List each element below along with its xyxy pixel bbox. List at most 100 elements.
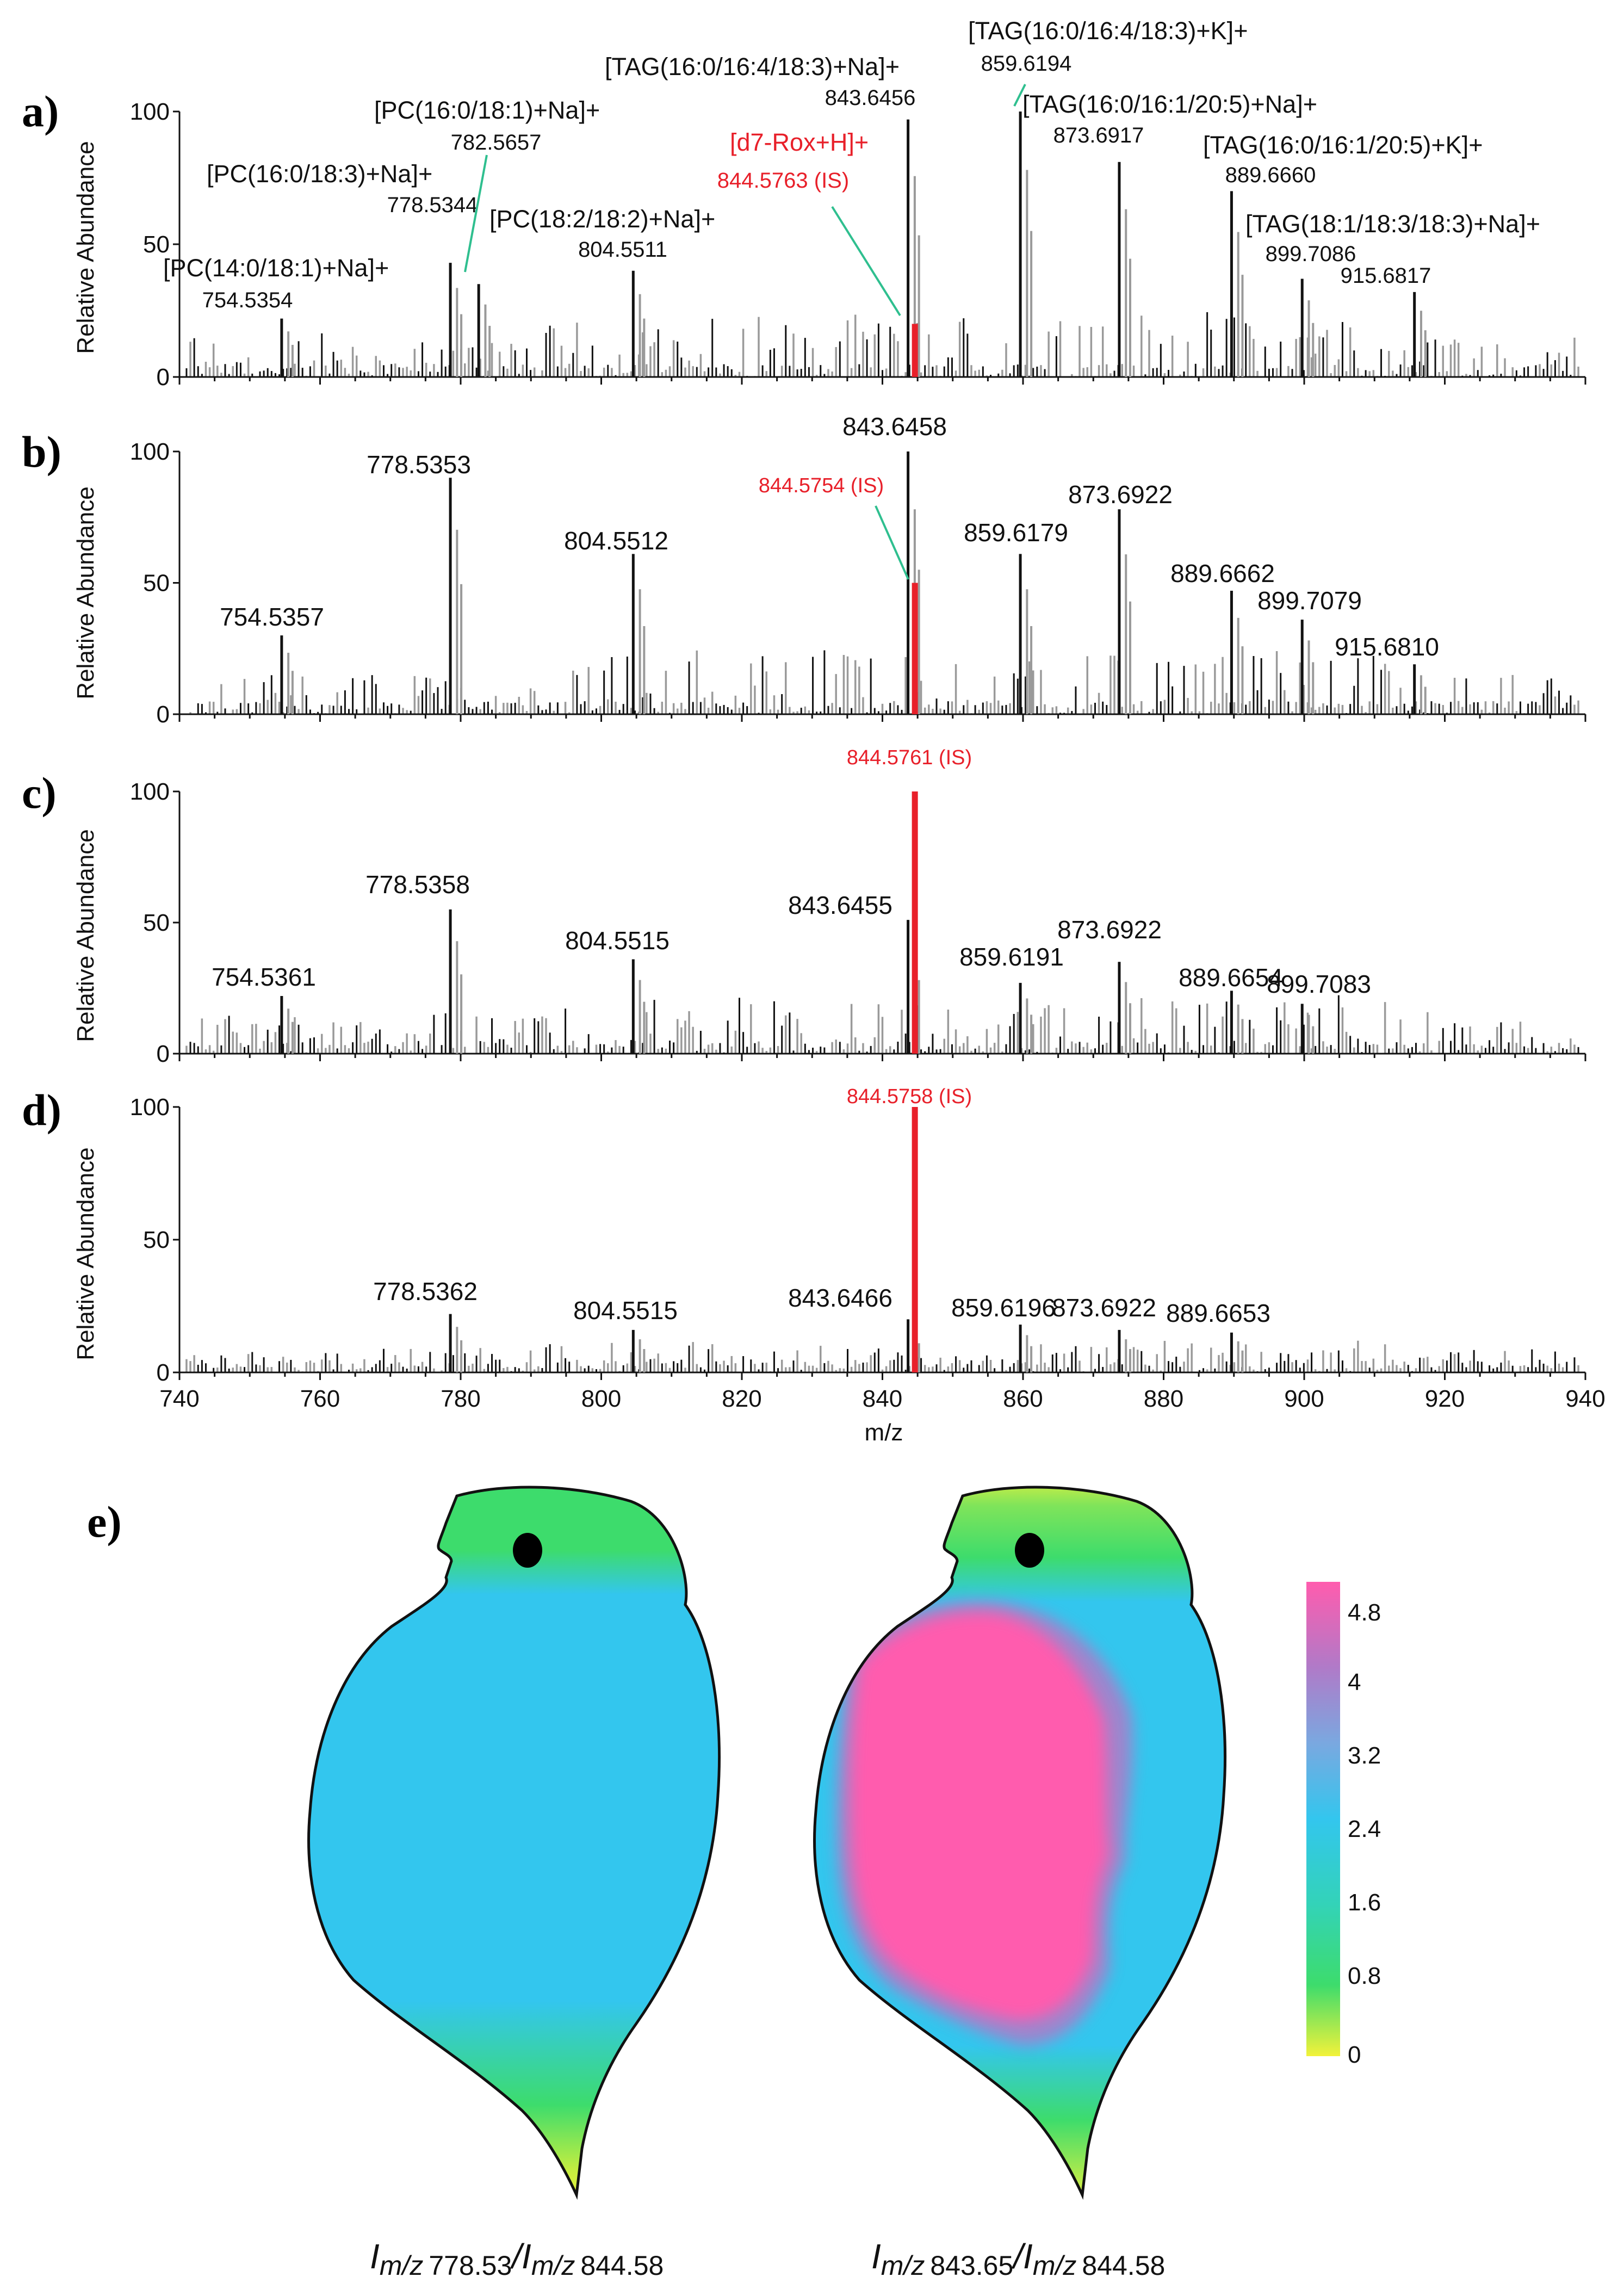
is-peak-label: 844.5761 (IS) (847, 746, 972, 769)
leader-line-782 (464, 154, 488, 273)
colorbar-tick-label: 1.6 (1348, 1889, 1381, 1916)
x-tick-label: 920 (1425, 1385, 1465, 1412)
colorbar-tick-label: 2.4 (1348, 1816, 1381, 1842)
peak-label: 915.6817 (1341, 264, 1431, 288)
peak-label: 754.5357 (220, 603, 324, 631)
annotation-754: [PC(14:0/18:1)+Na]+ (163, 254, 389, 282)
panel-label-b: b) (22, 427, 61, 477)
panel-label-c: c) (22, 768, 57, 818)
x-tick-label: 760 (300, 1385, 340, 1412)
x-tick-label: 840 (863, 1385, 902, 1412)
y-tick-label: 100 (130, 1094, 170, 1121)
peak-label: 889.6654 (1179, 963, 1283, 992)
peak-label: 873.6922 (1052, 1294, 1156, 1322)
leader-line-859 (1013, 84, 1026, 107)
peak-label: 889.6662 (1170, 559, 1275, 587)
panel-label-e: e) (87, 1497, 122, 1546)
caption-left-I1: I (370, 2237, 380, 2276)
peak-label: 889.6653 (1166, 1299, 1270, 1327)
peak-label: 873.6922 (1068, 480, 1173, 509)
y-tick-label: 0 (157, 1359, 170, 1386)
heatmap-outline-left (307, 1486, 721, 2200)
annotation-873: [TAG(16:0/16:1/20:5)+Na]+ (1022, 90, 1317, 118)
leader-line-is-b (875, 505, 909, 580)
caption-right-num: 843.65 (930, 2250, 1013, 2281)
x-tick-label: 940 (1565, 1385, 1605, 1412)
peak-label: 804.5515 (565, 926, 670, 955)
peak-label: 804.5512 (564, 527, 668, 555)
annotation-859: [TAG(16:0/16:4/18:3)+K]+ (968, 17, 1248, 45)
x-tick-label: 860 (1003, 1385, 1043, 1412)
panel-label-d: d) (22, 1085, 61, 1135)
peak-label: 843.6458 (842, 412, 947, 441)
colorbar-tick-label: 0 (1348, 2041, 1361, 2068)
caption-left-sub1: m/z (380, 2250, 424, 2281)
x-tick-label: 880 (1144, 1385, 1183, 1412)
y-tick-label: 50 (143, 1227, 170, 1253)
peak-label: 782.5657 (451, 131, 542, 154)
leader-line-is-a (831, 206, 901, 317)
annotation-804: [PC(18:2/18:2)+Na]+ (489, 205, 715, 233)
is-peak (912, 791, 918, 1054)
panel-label-a: a) (22, 86, 59, 136)
x-axis-label: m/z (865, 1419, 903, 1446)
peak-label: 899.7086 (1266, 242, 1356, 266)
ylabel-d: Relative Abundance (72, 1147, 99, 1360)
heatmap-panel-e: 4.843.22.41.60.80 Im/z 778.53/Im/z 844.58 … (307, 1486, 1381, 2281)
x-tick-label: 740 (159, 1385, 199, 1412)
spectrum-background-peaks (185, 995, 1579, 1054)
x-tick-label: 780 (441, 1385, 480, 1412)
is-peak-label: 844.5763 (IS) (717, 169, 849, 193)
is-peak (912, 324, 918, 377)
colorbar-tick-label: 3.2 (1348, 1742, 1381, 1769)
peak-label: 778.5353 (367, 450, 471, 479)
ylabel-c: Relative Abundance (72, 829, 99, 1042)
peak-label: 754.5354 (202, 288, 293, 312)
y-tick-label: 50 (143, 231, 170, 258)
ylabel-a: Relative Abundance (72, 141, 99, 354)
spectrum-panel-2: 0 50 100 754.5357 778.5353 804.5512 843.6458 85… (130, 412, 1586, 728)
is-peak-label: 844.5758 (IS) (847, 1085, 972, 1108)
spectra-group: 0 50 100 754.5354 778.5344 782.5657 804.5511 84… (130, 52, 1606, 1412)
peak-label: 899.7083 (1267, 970, 1371, 998)
ylabel-b: Relative Abundance (72, 486, 99, 699)
annotation-778: [PC(16:0/18:3)+Na]+ (207, 160, 432, 188)
peak-label: 778.5362 (373, 1277, 478, 1306)
y-tick-label: 0 (157, 364, 170, 391)
y-tick-label: 0 (157, 701, 170, 728)
peak-label: 859.6194 (981, 52, 1072, 76)
caption-left-slash: /I (510, 2237, 531, 2276)
heatmap-outline-right (813, 1486, 1226, 2200)
x-tick-label: 900 (1284, 1385, 1324, 1412)
colorbar-tick-label: 0.8 (1348, 1963, 1381, 1989)
y-tick-label: 50 (143, 570, 170, 597)
peak-label: 859.6179 (964, 518, 1068, 547)
y-tick-label: 100 (130, 98, 170, 125)
eye-spot-left (513, 1533, 542, 1568)
peak-label: 915.6810 (1335, 633, 1439, 661)
peak-label: 804.5511 (578, 238, 667, 262)
y-tick-label: 100 (130, 778, 170, 805)
leader-lines (464, 84, 1026, 580)
annotation-889: [TAG(16:0/16:1/20:5)+K]+ (1203, 131, 1483, 159)
colorbar-ticks: 4.8 4 3.2 2.4 1.6 0.8 0 (1348, 1599, 1381, 2068)
spectrum-background-peaks (185, 312, 1579, 377)
x-tick-label: 800 (581, 1385, 621, 1412)
heatmap-image-left (308, 1487, 720, 2195)
colorbar (1306, 1582, 1340, 2056)
annotation-899: [TAG(18:1/18:3/18:3)+Na]+ (1245, 210, 1540, 238)
caption-right-slash: /I (1011, 2237, 1033, 2276)
is-peak (912, 1107, 918, 1372)
peak-label: 873.6917 (1053, 123, 1144, 147)
caption-right-I1: I (871, 2237, 881, 2276)
peak-label: 859.6191 (959, 943, 1064, 971)
peak-label: 899.7079 (1257, 586, 1362, 615)
caption-right-sub1: m/z (881, 2250, 925, 2281)
is-peak (912, 583, 918, 714)
peak-label: 804.5515 (573, 1296, 678, 1325)
spectrum-background-peaks (185, 1340, 1579, 1372)
peak-label: 873.6922 (1057, 915, 1162, 944)
is-peak-label: 844.5754 (IS) (759, 474, 884, 497)
peak-label: 778.5344 (387, 193, 478, 217)
caption-left-den: 844.58 (580, 2250, 664, 2281)
